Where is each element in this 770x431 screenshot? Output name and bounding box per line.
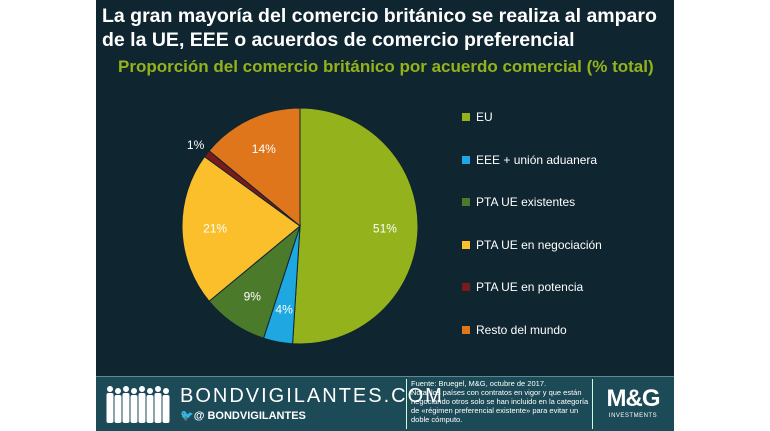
twitter-handle[interactable]: 🐦@ BONDVIGILANTES [180, 410, 306, 422]
legend-swatch [462, 326, 470, 334]
legend-label: PTA UE en potencia [476, 280, 584, 295]
pie-slice-3 [181, 155, 301, 302]
data-label-1: 4% [275, 302, 293, 316]
legend-swatch [462, 283, 470, 292]
legend-label: EU [476, 110, 493, 124]
people-silhouette-icon [106, 386, 170, 423]
mg-logo: M&G INVESTMENTS [592, 379, 673, 429]
chart-title: La gran mayoría del comercio británico s… [102, 5, 657, 51]
source-text: Fuente: Bruegel, M&G, octubre de 2017. [411, 379, 547, 388]
logo-text: M&G [606, 385, 661, 412]
logo-subtext: INVESTMENTS [608, 413, 658, 419]
site-link[interactable]: BONDVIGILANTES.COM [180, 385, 444, 407]
legend-label: PTA UE en negociación [476, 237, 602, 252]
chart-subtitle: Proporción del comercio británico por ac… [118, 57, 654, 76]
pie-slice-5 [208, 107, 301, 228]
chart-panel: La gran mayoría del comercio británico s… [96, 0, 674, 431]
legend-swatch [462, 113, 470, 121]
data-label-5: 14% [252, 142, 276, 156]
legend-label: PTA UE existentes [476, 195, 576, 210]
data-label-4: 1% [187, 138, 205, 152]
legend-label: Resto del mundo [476, 323, 567, 337]
data-label-3: 21% [203, 222, 227, 236]
pie-slice-0 [292, 107, 419, 345]
legend-item: PTA UE en negociación [462, 238, 602, 252]
footer: BONDVIGILANTES.COM 🐦@ BONDVIGILANTES Fue… [96, 376, 674, 431]
note-text: Nota: los países con contratos en vigor … [411, 388, 589, 424]
pie-chart: 51% 4% 9% 21% 1% 14% [181, 107, 419, 345]
legend-item: EU [462, 110, 493, 124]
legend-swatch [462, 198, 470, 207]
legend-item: PTA UE en potencia [462, 280, 583, 294]
legend-swatch [462, 240, 470, 249]
legend-label: EEE + unión aduanera [476, 152, 598, 167]
source-note: Fuente: Bruegel, M&G, octubre de 2017. N… [406, 379, 591, 429]
data-label-2: 9% [244, 289, 262, 303]
legend-item: EEE + unión aduanera [462, 153, 597, 167]
legend-item: Resto del mundo [462, 323, 567, 337]
legend-item: PTA UE existentes [462, 195, 575, 209]
data-label-0: 51% [373, 222, 397, 236]
legend-swatch [462, 155, 470, 164]
